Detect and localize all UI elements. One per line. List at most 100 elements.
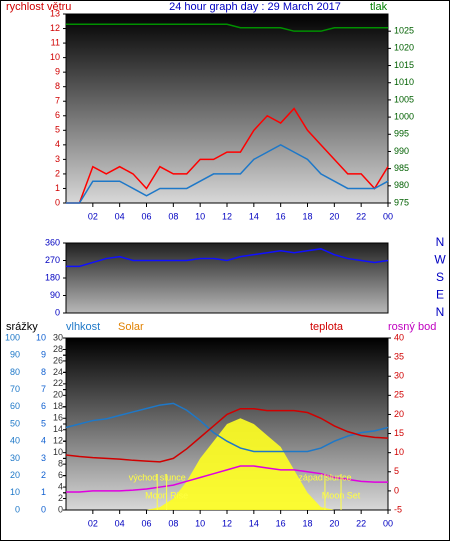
y4-tick-label: 26 xyxy=(53,355,63,365)
x-tick-label: 12 xyxy=(222,211,232,221)
y2-tick-label: 15 xyxy=(394,428,404,438)
y-tick-label: 270 xyxy=(45,255,60,265)
x-tick-label: 20 xyxy=(329,518,339,528)
y-tick-label: 0 xyxy=(55,307,60,317)
y4-tick-label: 28 xyxy=(53,344,63,354)
series-line xyxy=(66,107,389,204)
y2-tick-label: 20 xyxy=(394,409,404,419)
y3-tick-label: 8 xyxy=(41,367,46,377)
y-tick-label: 13 xyxy=(50,8,60,18)
y3-tick-label: 4 xyxy=(41,436,46,446)
annotation: Moon Rise xyxy=(145,490,188,500)
series-line xyxy=(66,248,389,268)
y-label: rychlost větru xyxy=(6,1,71,13)
y2-tick-label: 990 xyxy=(394,146,409,156)
y-tick-label: 7 xyxy=(55,96,60,106)
y4-tick-label: 0 xyxy=(58,504,63,514)
y4-tick-label: 6 xyxy=(58,470,63,480)
x-tick-label: 20 xyxy=(329,211,339,221)
x-tick-label: 10 xyxy=(195,211,205,221)
direction-label: N xyxy=(436,235,445,249)
y2-tick-label: 40 xyxy=(394,332,404,342)
y2-tick-label: 995 xyxy=(394,129,409,139)
y4-tick-label: 2 xyxy=(58,493,63,503)
y3-tick-label: 6 xyxy=(41,401,46,411)
y2-tick-label: 985 xyxy=(394,163,409,173)
y-tick-label: 9 xyxy=(55,67,60,77)
series-line xyxy=(65,402,389,453)
y2-label: tlak xyxy=(370,1,388,13)
y-tick-label: 0 xyxy=(55,197,60,207)
direction-label: W xyxy=(434,253,446,267)
y2-tick-label: 980 xyxy=(394,180,409,190)
y4-tick-label: 18 xyxy=(53,401,63,411)
annotation: Moon Set xyxy=(322,490,361,500)
y-tick-label: 30 xyxy=(10,453,20,463)
series-line xyxy=(65,407,389,463)
y2-tick-label: -5 xyxy=(394,504,402,514)
solar-area xyxy=(66,418,388,510)
y4-tick-label: 14 xyxy=(53,424,63,434)
x-tick-label: 02 xyxy=(88,211,98,221)
series-line xyxy=(66,465,388,493)
y2-tick-label: 25 xyxy=(394,390,404,400)
direction-label: N xyxy=(436,305,445,319)
y-tick-label: 1 xyxy=(55,183,60,193)
y-tick-label: 70 xyxy=(10,384,20,394)
y-tick-label: 10 xyxy=(50,52,60,62)
y3-tick-label: 10 xyxy=(36,332,46,342)
series-label: srážky xyxy=(6,321,38,333)
x-tick-label: 10 xyxy=(195,518,205,528)
x-tick-label: 12 xyxy=(222,518,232,528)
y-tick-label: 0 xyxy=(15,504,20,514)
plot-area xyxy=(65,242,389,314)
y2-tick-label: 1025 xyxy=(394,26,414,36)
y2-tick-label: 1000 xyxy=(394,111,414,121)
y4-tick-label: 22 xyxy=(53,378,63,388)
y4-tick-label: 8 xyxy=(58,459,63,469)
y-tick-label: 90 xyxy=(10,350,20,360)
x-tick-label: 00 xyxy=(383,211,393,221)
annotation: východ slunce xyxy=(129,472,186,482)
y2-tick-label: 30 xyxy=(394,371,404,381)
chart-title: 24 hour graph day : 29 March 2017 xyxy=(169,1,341,13)
y-tick-label: 360 xyxy=(45,237,60,247)
y-tick-label: 80 xyxy=(10,367,20,377)
y2-tick-label: 1020 xyxy=(394,43,414,53)
y-tick-label: 5 xyxy=(55,125,60,135)
y-tick-label: 60 xyxy=(10,401,20,411)
x-tick-label: 18 xyxy=(302,211,312,221)
y4-tick-label: 24 xyxy=(53,367,63,377)
y2-tick-label: 975 xyxy=(394,197,409,207)
y3-tick-label: 3 xyxy=(41,453,46,463)
y4-tick-label: 16 xyxy=(53,413,63,423)
y-tick-label: 8 xyxy=(55,81,60,91)
x-tick-label: 02 xyxy=(88,518,98,528)
y3-tick-label: 5 xyxy=(41,418,46,428)
series-label: rosný bod xyxy=(388,321,436,333)
x-tick-label: 04 xyxy=(115,211,125,221)
y-tick-label: 50 xyxy=(10,418,20,428)
x-tick-label: 16 xyxy=(276,211,286,221)
y-tick-label: 100 xyxy=(5,332,20,342)
y-tick-label: 6 xyxy=(55,110,60,120)
y4-tick-label: 4 xyxy=(58,481,63,491)
y-tick-label: 2 xyxy=(55,168,60,178)
x-tick-label: 14 xyxy=(249,211,259,221)
y3-tick-label: 7 xyxy=(41,384,46,394)
y2-tick-label: 10 xyxy=(394,447,404,457)
y4-tick-label: 30 xyxy=(53,332,63,342)
y2-tick-label: 1010 xyxy=(394,77,414,87)
plot-area xyxy=(65,13,389,204)
series-line xyxy=(66,23,388,32)
x-tick-label: 18 xyxy=(302,518,312,528)
y4-tick-label: 10 xyxy=(53,447,63,457)
y4-tick-label: 20 xyxy=(53,390,63,400)
y-tick-label: 20 xyxy=(10,470,20,480)
y4-tick-label: 12 xyxy=(53,436,63,446)
series-label: vlhkost xyxy=(66,321,100,333)
y-tick-label: 11 xyxy=(51,37,60,47)
y3-tick-label: 1 xyxy=(41,487,46,497)
y3-tick-label: 9 xyxy=(41,350,46,360)
y2-tick-label: 35 xyxy=(394,351,404,361)
